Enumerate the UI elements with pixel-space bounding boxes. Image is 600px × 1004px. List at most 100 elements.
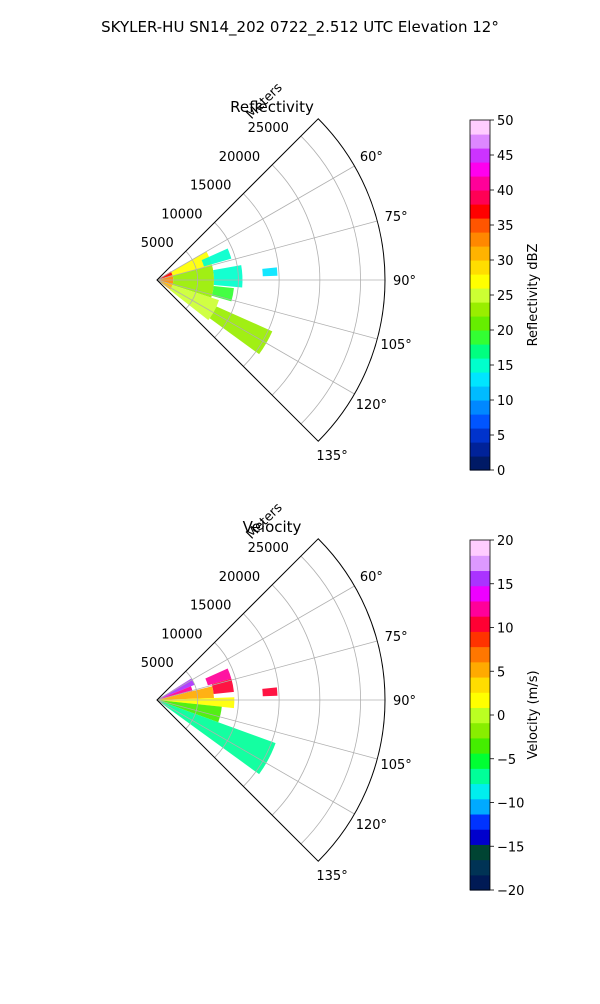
azimuth-spoke [156,640,378,701]
colorbar-swatch [470,344,490,359]
azimuth-spoke [156,220,378,281]
reflectivity-echoes [157,248,278,355]
colorbar-swatch [470,232,490,247]
colorbar-tick-label: 0 [497,464,505,479]
colorbar-swatch [470,218,490,233]
reflectivity-colorbar: 0 5 10 15 20 25 30 35 40 45 50 [469,114,514,479]
colorbar-tick-label: 0 [497,709,505,724]
echo-region [211,678,234,695]
colorbar-swatch [470,707,490,724]
colorbar-swatch [470,646,490,663]
radial-tick-label: 15000 [190,179,231,194]
colorbar-tick-label: 40 [497,184,514,199]
colorbar-swatch [470,600,490,617]
radial-tick-label: 15000 [190,599,231,614]
colorbar-tick-label: 35 [497,219,514,234]
colorbar-swatch [470,844,490,861]
colorbar-swatch [470,616,490,632]
colorbar-swatch [470,120,490,135]
colorbar-swatch [470,676,490,693]
radial-tick-label: 25000 [248,121,289,136]
colorbar-tick-label: 10 [497,394,514,409]
azimuth-tick-label: 135° [316,869,347,884]
colorbar-swatch [470,661,490,678]
velocity-colorbar: −20 −15 −10 −5 0 5 10 15 20 [469,534,524,899]
colorbar-swatch [470,813,490,830]
azimuth-spoke [156,279,378,340]
sector-frame [156,118,386,442]
colorbar-swatch [470,274,490,289]
azimuth-tick-label: 75° [385,210,408,225]
echo-region [262,267,278,277]
colorbar-swatch [470,330,490,345]
colorbar-swatch [470,570,490,587]
echo-region [157,700,222,723]
colorbar-swatch [470,585,490,602]
echo-region [211,285,234,302]
colorbar-swatch [470,428,490,443]
colorbar-swatch [470,358,490,373]
radial-tick-label: 20000 [219,150,260,165]
radial-tick-label: 5000 [141,656,174,671]
azimuth-tick-label: 105° [380,338,411,353]
colorbar-tick-label: −5 [497,753,516,768]
radial-tick-label: 10000 [161,627,202,642]
colorbar-tick-label: 5 [497,665,505,680]
colorbar-tick-label: 45 [497,149,514,164]
velocity-grid [156,538,386,862]
sector-frame [156,538,386,862]
colorbar-swatch [470,400,490,415]
colorbar-tick-label: 10 [497,622,514,637]
colorbar-swatch [470,414,490,429]
echo-region [157,700,276,775]
colorbar-swatch [470,288,490,303]
colorbar-tick-label: 25 [497,289,514,304]
echo-region [172,280,214,298]
colorbar-swatch [470,148,490,163]
radial-tick-label: 25000 [248,541,289,556]
colorbar-swatch [470,555,490,572]
colorbar-swatch [470,260,490,275]
echo-region [171,251,213,276]
azimuth-spoke [156,585,355,701]
reflectivity-colorbar-label: Reflectivity dBZ [526,244,541,347]
colorbar-swatch [470,798,490,815]
azimuth-tick-label: 60° [360,570,383,585]
figure-suptitle: SKYLER-HU SN14_202 0722_2.512 UTC Elevat… [101,18,499,37]
colorbar-swatch [470,859,490,876]
colorbar-swatch [470,190,490,205]
colorbar-swatch [470,768,490,785]
echo-region [172,265,214,280]
reflectivity-grid [156,118,386,442]
velocity-title: Velocity [243,518,302,536]
radial-tick-label: 10000 [161,207,202,222]
colorbar-swatch [470,737,490,754]
azimuth-tick-label: 135° [316,449,347,464]
azimuth-tick-label: 120° [356,818,387,833]
echo-region [169,285,219,321]
colorbar-swatch [470,302,490,317]
azimuth-tick-label: 90° [393,274,416,289]
colorbar-swatch [470,246,490,261]
colorbar-swatch [470,386,490,401]
colorbar-tick-label: −10 [497,797,524,812]
colorbar-tick-label: −20 [497,884,524,899]
colorbar-swatch [470,134,490,149]
colorbar-swatch [470,176,490,191]
echo-region [209,306,273,355]
azimuth-spoke [156,279,355,395]
colorbar-tick-label: 20 [497,534,514,549]
colorbar-swatch [470,162,490,177]
colorbar-tick-label: 5 [497,429,505,444]
colorbar-tick-label: 30 [497,254,514,269]
colorbar-swatch [470,753,490,769]
colorbar-swatch [470,874,490,891]
azimuth-spoke [156,699,378,760]
azimuth-tick-label: 90° [393,694,416,709]
azimuth-spoke [156,699,355,815]
colorbar-tick-label: 15 [497,578,514,593]
colorbar-swatch [470,316,490,331]
colorbar-swatch [470,722,490,739]
colorbar-tick-label: 50 [497,114,514,129]
